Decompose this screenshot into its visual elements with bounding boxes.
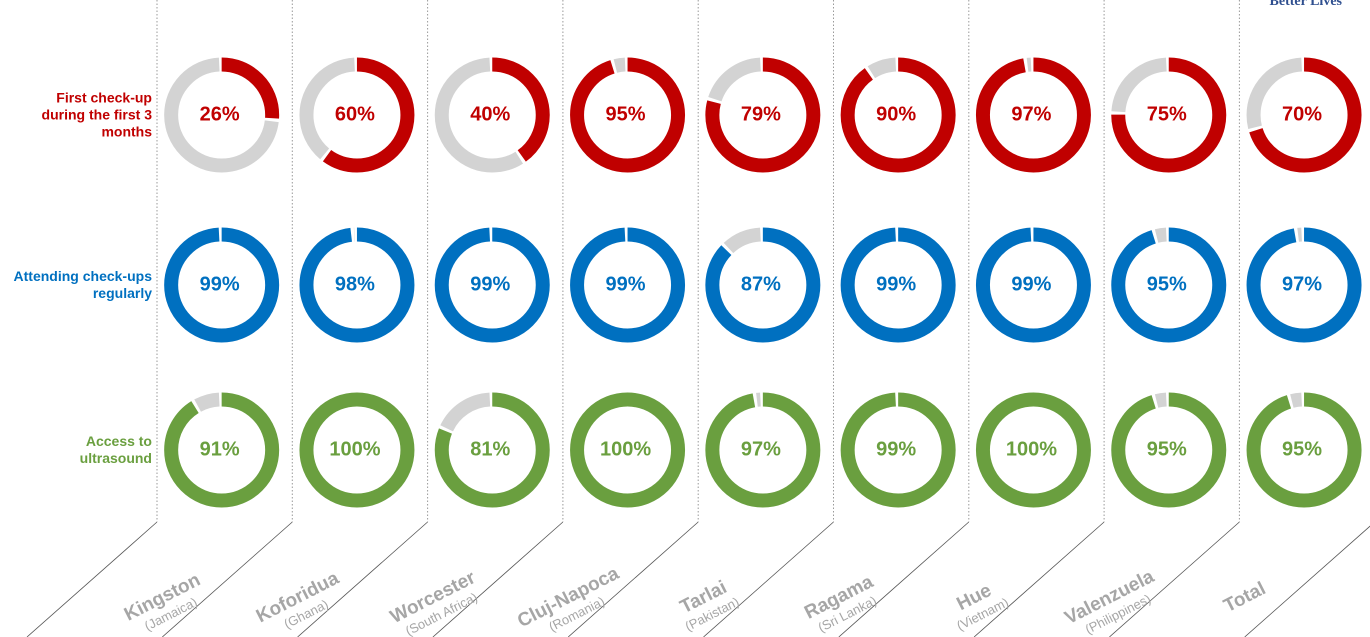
data-label: 91% [200, 438, 240, 460]
base-diagonal [838, 521, 970, 637]
base-diagonal [432, 521, 564, 637]
data-label: 81% [470, 438, 510, 460]
data-label: 99% [876, 273, 916, 295]
donut-segment [840, 57, 956, 173]
donut-segment [1246, 392, 1362, 508]
donut-segment [1111, 227, 1227, 343]
data-label: 90% [876, 103, 916, 125]
data-label: 99% [200, 273, 240, 295]
data-label: 75% [1147, 103, 1187, 125]
data-label: 60% [335, 103, 375, 125]
donut-segment [975, 57, 1091, 173]
donut-remainder [434, 57, 550, 173]
base-diagonal [1244, 525, 1370, 637]
donut-segment [705, 227, 821, 343]
data-label: 40% [470, 103, 510, 125]
data-label: 95% [1147, 273, 1187, 295]
data-label: 99% [1011, 273, 1051, 295]
data-label: 97% [1011, 103, 1051, 125]
donut-segment [164, 57, 280, 173]
city-label: Total [1220, 578, 1269, 617]
base-diagonal [703, 521, 834, 637]
category-label: Koforidua(Ghana) [253, 568, 343, 632]
donut-segment [164, 392, 280, 508]
donut-segment [1246, 227, 1362, 343]
data-label: 100% [600, 438, 651, 460]
data-label: 98% [335, 273, 375, 295]
category-label: Worcester(South Africa) [387, 567, 480, 637]
data-label: 99% [470, 273, 510, 295]
data-label: 100% [1006, 438, 1057, 460]
donut-segment [1111, 392, 1227, 508]
category-label: Kingston(Jamaica) [121, 570, 204, 634]
donut-remainder [299, 57, 415, 173]
row-label: First check-up during the first 3 months [41, 89, 152, 140]
category-label: Tarlai(Pakistan) [677, 577, 742, 634]
base-diagonal [26, 521, 158, 637]
donut-segment [1246, 57, 1362, 173]
donut-segment [840, 392, 956, 508]
donut-segment [164, 227, 280, 343]
data-label: 99% [876, 438, 916, 460]
donut-segment [299, 57, 415, 173]
category-label: Valenzuela(Philippines) [1061, 566, 1157, 637]
base-diagonal [162, 521, 293, 637]
row-label: Access to ultrasound [79, 433, 152, 466]
category-label: Cluj-Napoca(Romania) [514, 563, 623, 635]
data-label: 97% [1282, 273, 1322, 295]
donut-remainder [164, 57, 280, 173]
category-label: Hue(Vietnam) [953, 580, 1011, 633]
category-label: Ragama(Sri Lanka) [801, 571, 879, 635]
donut-segment [570, 57, 686, 173]
base-diagonal [1109, 521, 1240, 637]
donut-segment [1111, 57, 1227, 173]
category-label: Total [1220, 578, 1269, 617]
data-label: 26% [200, 103, 240, 125]
base-diagonal [567, 521, 699, 637]
donut-segment [434, 392, 550, 508]
data-label: 100% [329, 438, 380, 460]
donut-segment [434, 227, 550, 343]
data-label: 95% [1147, 438, 1187, 460]
base-diagonal [973, 521, 1105, 637]
data-label: 97% [741, 438, 781, 460]
donut-remainder [1246, 57, 1362, 173]
data-label: 99% [606, 273, 646, 295]
donut-segment [434, 57, 550, 173]
donut-segment [570, 392, 686, 508]
donut-segment [570, 227, 686, 343]
donut-segment [705, 57, 821, 173]
donut-segment [299, 392, 415, 508]
row-label: Attending check-ups regularly [13, 268, 152, 301]
data-label: 95% [606, 103, 646, 125]
donut-segment [299, 227, 415, 343]
donut-segment [705, 392, 821, 508]
base-diagonal [297, 521, 428, 637]
data-label: 95% [1282, 438, 1322, 460]
data-label: 79% [741, 103, 781, 125]
data-label: 87% [741, 273, 781, 295]
donut-segment [975, 392, 1091, 508]
donut-segment [975, 227, 1091, 343]
data-label: 70% [1282, 103, 1322, 125]
donut-segment [840, 227, 956, 343]
logo-text: Better Lives [1269, 0, 1342, 9]
